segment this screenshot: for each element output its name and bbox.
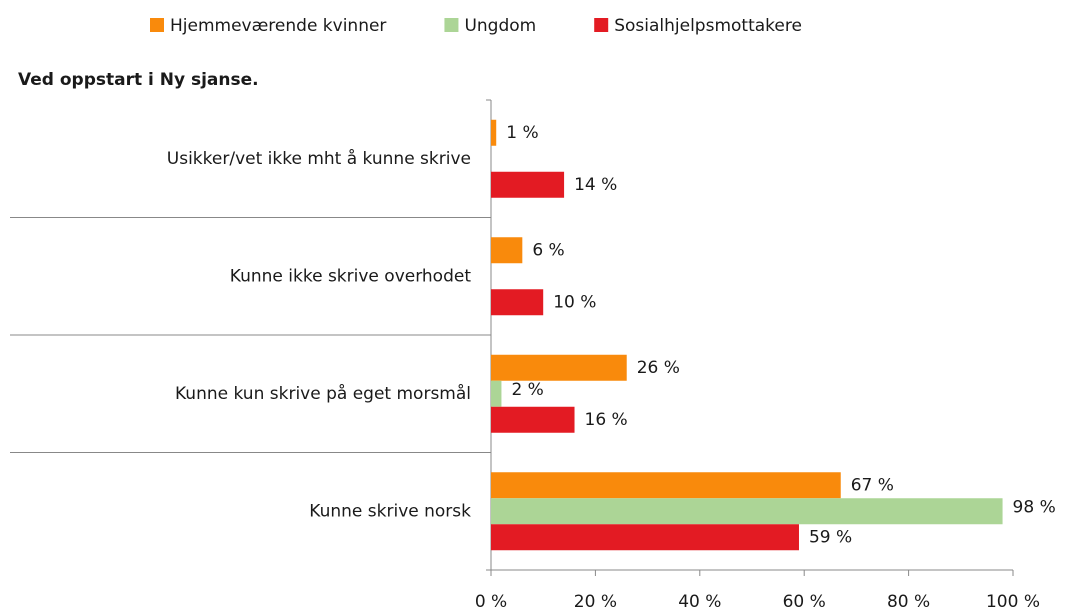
bar <box>491 289 544 316</box>
x-tick-label: 60 % <box>783 592 826 612</box>
bar <box>491 524 799 551</box>
legend-label: Ungdom <box>464 16 536 36</box>
value-label: 67 % <box>851 475 894 495</box>
y-tick-label: Kunne kun skrive på eget morsmål <box>175 383 471 404</box>
legend-swatch <box>444 18 459 32</box>
value-label: 2 % <box>511 380 543 400</box>
value-label: 14 % <box>574 175 617 195</box>
legend-swatch <box>594 18 609 32</box>
value-label: 98 % <box>1013 497 1056 517</box>
x-tick-label: 100 % <box>986 592 1040 612</box>
x-tick-label: 20 % <box>574 592 617 612</box>
value-label: 59 % <box>809 527 852 547</box>
legend-label: Hjemmeværende kvinner <box>170 16 386 36</box>
value-label: 26 % <box>637 358 680 378</box>
bar <box>491 354 627 381</box>
y-tick-label: Kunne ikke skrive overhodet <box>230 266 472 286</box>
value-label: 1 % <box>506 123 538 143</box>
y-tick-label: Kunne skrive norsk <box>309 501 471 521</box>
bar <box>491 406 575 433</box>
bar <box>491 171 565 198</box>
value-label: 6 % <box>532 240 564 260</box>
value-label: 16 % <box>585 410 628 430</box>
x-tick-label: 40 % <box>678 592 721 612</box>
bar <box>491 472 841 499</box>
bar <box>491 119 497 146</box>
bar <box>491 380 502 407</box>
legend-swatch <box>150 18 164 32</box>
legend-label: Sosialhjelpsmottakere <box>614 16 802 36</box>
chart-subtitle: Ved oppstart i Ny sjanse. <box>18 70 259 90</box>
value-label: 10 % <box>553 292 596 312</box>
bar <box>491 237 523 264</box>
x-tick-label: 80 % <box>887 592 930 612</box>
bar <box>491 498 1003 525</box>
y-tick-label: Usikker/vet ikke mht å kunne skrive <box>167 148 471 169</box>
x-tick-label: 0 % <box>475 592 507 612</box>
